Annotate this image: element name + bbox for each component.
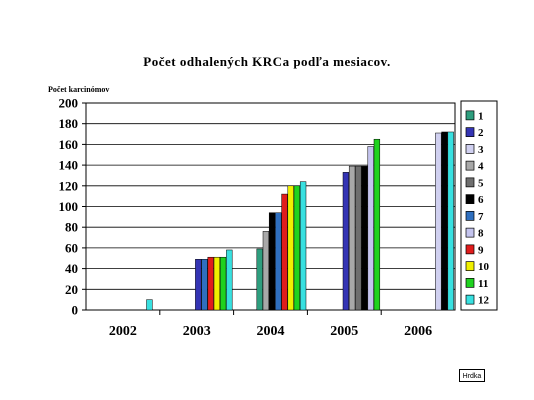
legend-swatch-4 bbox=[465, 160, 475, 171]
legend-swatch-6 bbox=[465, 194, 475, 204]
y-tick-label: 140 bbox=[59, 158, 79, 173]
bar-series-4-2005 bbox=[348, 165, 356, 311]
legend-swatch-8 bbox=[465, 227, 475, 238]
bar-series-9-2003 bbox=[207, 256, 214, 311]
legend-swatch-11 bbox=[465, 278, 475, 288]
y-tick-label: 60 bbox=[65, 240, 78, 255]
bar-series-11-2004 bbox=[293, 185, 301, 311]
legend-swatch-10 bbox=[465, 261, 475, 271]
y-tick-label: 120 bbox=[59, 178, 79, 193]
bar-series-9-2004 bbox=[281, 193, 288, 311]
bar-series-10-2003 bbox=[213, 256, 221, 311]
y-tick-label: 180 bbox=[59, 116, 79, 131]
legend-label-8: 8 bbox=[478, 228, 484, 240]
bar-series-10-2004 bbox=[287, 185, 294, 311]
legend-label-7: 7 bbox=[478, 211, 484, 223]
footer-label: Hrdka bbox=[459, 369, 485, 382]
bar-series-4-2004 bbox=[262, 231, 270, 311]
legend-label-2: 2 bbox=[478, 127, 484, 139]
y-tick-label: 200 bbox=[59, 96, 79, 111]
legend-swatch-9 bbox=[465, 244, 475, 255]
bar-series-6-2005 bbox=[361, 165, 368, 311]
x-tick-label: 2003 bbox=[183, 324, 211, 339]
x-tick-label: 2002 bbox=[109, 324, 137, 339]
plot-area: 0 20 40 60 80 100 120 140 160 180 200 2002 2003 2004 2… bbox=[59, 96, 456, 339]
bar-series-3-2006 bbox=[435, 132, 442, 311]
bar-series-11-2005 bbox=[373, 138, 381, 311]
legend-swatch-12 bbox=[465, 294, 475, 305]
y-tick-label: 0 bbox=[72, 303, 79, 318]
y-tick-label: 80 bbox=[65, 220, 78, 235]
legend-label-5: 5 bbox=[478, 177, 484, 189]
bar-series-6-2006 bbox=[441, 131, 448, 311]
x-tick-label: 2006 bbox=[404, 324, 432, 339]
legend-label-12: 12 bbox=[478, 295, 490, 307]
bar-series-12-2004 bbox=[299, 181, 307, 311]
legend-label-11: 11 bbox=[478, 278, 488, 290]
y-axis-label: Počet karcinómov bbox=[48, 85, 109, 94]
bar-series-12-2006 bbox=[447, 131, 454, 311]
legend-label-1: 1 bbox=[478, 110, 484, 122]
bar-series-1-2004 bbox=[256, 248, 263, 311]
bar-series-5-2005 bbox=[355, 165, 362, 311]
bar-series-7-2003 bbox=[201, 259, 208, 311]
bar-series-7-2004 bbox=[275, 212, 282, 311]
chart-title: Počet odhalených KRCa podľa mesiacov. bbox=[143, 54, 390, 69]
bar-series-12-2002 bbox=[146, 299, 153, 311]
y-tick-label: 100 bbox=[59, 199, 79, 214]
y-tick-label: 160 bbox=[59, 137, 79, 152]
legend-swatch-7 bbox=[465, 211, 475, 221]
legend-swatch-5 bbox=[465, 177, 475, 188]
bar-series-8-2005 bbox=[367, 146, 374, 311]
legend-swatch-1 bbox=[465, 110, 475, 121]
x-tick-label: 2005 bbox=[330, 324, 358, 339]
legend-label-4: 4 bbox=[478, 161, 484, 173]
bar-series-2-2005 bbox=[342, 172, 350, 311]
legend-label-6: 6 bbox=[478, 194, 484, 206]
bar-series-12-2003 bbox=[226, 249, 233, 311]
y-tick-label: 20 bbox=[65, 282, 78, 297]
legend-swatch-3 bbox=[465, 144, 475, 154]
y-tick-label: 40 bbox=[65, 261, 78, 276]
legend-label-10: 10 bbox=[478, 261, 490, 273]
bar-series-11-2003 bbox=[219, 256, 227, 311]
bar-series-6-2004 bbox=[268, 212, 276, 311]
legend-swatch-2 bbox=[465, 127, 475, 137]
x-tick-label: 2004 bbox=[257, 324, 285, 339]
legend-label-9: 9 bbox=[478, 244, 484, 256]
bar-series-2-2003 bbox=[195, 259, 202, 311]
legend-label-3: 3 bbox=[478, 144, 484, 156]
